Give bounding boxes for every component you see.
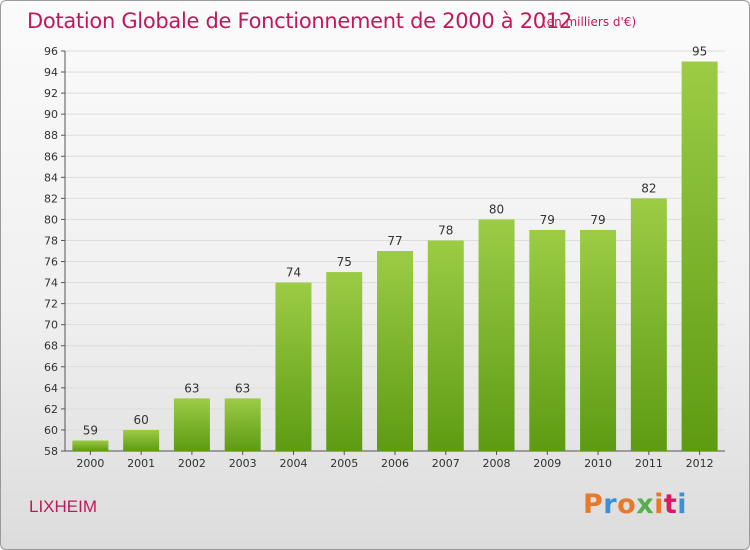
y-tick-label: 58	[44, 445, 58, 458]
y-tick-label: 64	[44, 382, 58, 395]
bar-value-label: 79	[590, 213, 605, 227]
logo-letter: t	[663, 489, 678, 520]
x-tick-label: 2009	[533, 457, 561, 470]
chart-title: Dotation Globale de Fonctionnement de 20…	[27, 9, 572, 33]
y-tick-label: 68	[44, 340, 58, 353]
y-tick-label: 78	[44, 234, 58, 247]
bar-value-label: 78	[438, 223, 453, 237]
x-tick-label: 2010	[584, 457, 612, 470]
bar	[681, 61, 718, 452]
y-tick-label: 76	[44, 256, 58, 269]
y-tick-label: 66	[44, 361, 58, 374]
x-tick-label: 2012	[686, 457, 714, 470]
y-tick-label: 96	[44, 45, 58, 58]
y-tick-label: 82	[44, 192, 58, 205]
bar	[326, 272, 363, 451]
y-tick-label: 62	[44, 403, 58, 416]
bar-value-label: 63	[184, 381, 199, 395]
x-tick-label: 2006	[381, 457, 409, 470]
bar	[529, 229, 566, 451]
logo-letter: P	[583, 489, 604, 520]
bar	[72, 440, 109, 451]
bar-value-label: 79	[540, 213, 555, 227]
x-tick-label: 2011	[635, 457, 663, 470]
bar-value-label: 75	[337, 255, 352, 269]
chart-subtitle: (en milliers d'€)	[542, 15, 637, 29]
bar	[630, 198, 667, 451]
x-tick-label: 2008	[483, 457, 511, 470]
bar	[224, 398, 261, 451]
logo-letter: i	[654, 489, 664, 520]
y-tick-label: 72	[44, 298, 58, 311]
bar	[123, 429, 160, 451]
y-tick-label: 90	[44, 108, 58, 121]
bar	[275, 282, 312, 451]
logo-letter: r	[603, 489, 618, 520]
y-tick-label: 60	[44, 424, 58, 437]
y-tick-label: 70	[44, 319, 58, 332]
y-tick-label: 88	[44, 129, 58, 142]
bar-value-label: 60	[134, 413, 149, 427]
bar-value-label: 59	[83, 423, 98, 437]
bar-value-label: 82	[641, 181, 656, 195]
logo-letter: i	[677, 489, 688, 520]
x-tick-label: 2004	[279, 457, 307, 470]
y-tick-label: 74	[44, 277, 58, 290]
y-tick-label: 94	[44, 66, 58, 79]
bar-value-label: 95	[692, 45, 707, 59]
y-tick-label: 84	[44, 171, 58, 184]
bar-value-label: 63	[235, 381, 250, 395]
bar-value-label: 74	[286, 266, 301, 280]
y-tick-label: 86	[44, 150, 58, 163]
x-tick-label: 2000	[76, 457, 104, 470]
y-tick-label: 92	[44, 87, 58, 100]
bar	[377, 251, 413, 451]
proxiti-logo: Proxiti	[583, 489, 687, 520]
x-tick-label: 2005	[330, 457, 358, 470]
bar	[580, 229, 617, 451]
bar-value-label: 80	[489, 202, 504, 216]
bar	[173, 398, 210, 451]
logo-letter: x	[636, 489, 655, 520]
x-tick-label: 2007	[432, 457, 460, 470]
bar-value-label: 77	[387, 234, 402, 248]
x-tick-label: 2002	[178, 457, 206, 470]
commune-name: LIXHEIM	[29, 497, 98, 516]
bar	[478, 219, 515, 451]
bar	[427, 240, 464, 451]
y-tick-label: 80	[44, 213, 58, 226]
x-tick-label: 2001	[127, 457, 155, 470]
logo-letter: o	[617, 489, 637, 520]
x-tick-label: 2003	[229, 457, 257, 470]
